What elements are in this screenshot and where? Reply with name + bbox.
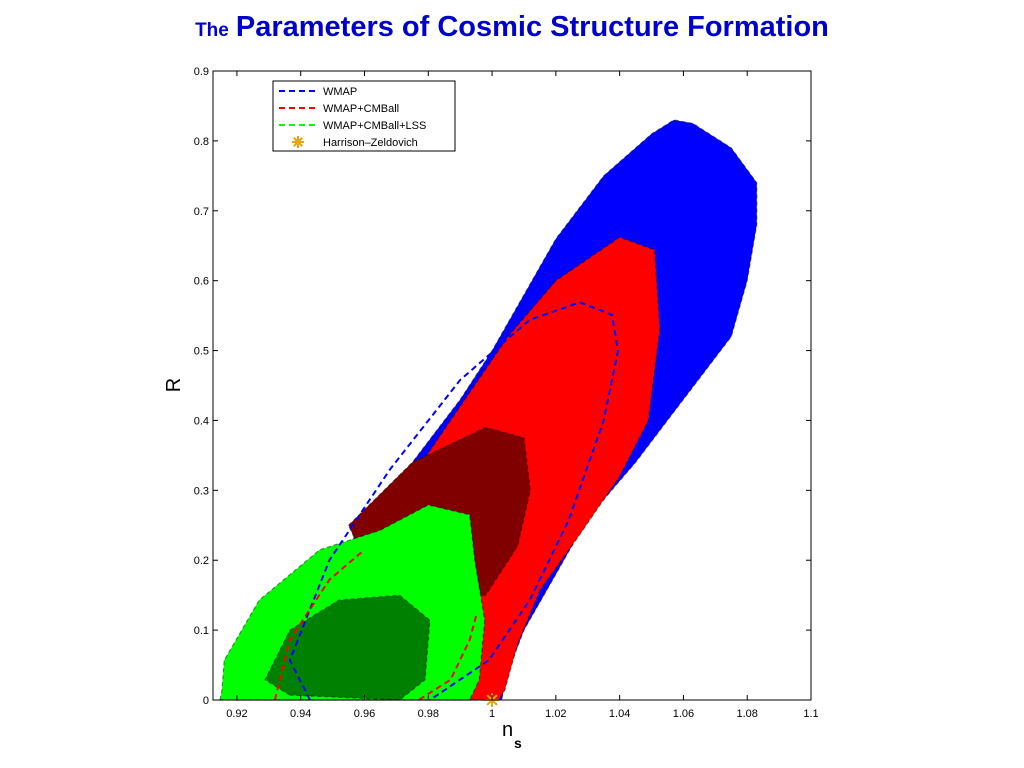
legend-label: WMAP+CMBall+LSS (323, 120, 426, 132)
y-tick-label: 0.1 (194, 625, 209, 637)
x-tick-label: 1.1 (803, 708, 818, 720)
legend: WMAP WMAP+CMBall WMAP+CMBall+LSS Harrison–Z… (272, 80, 456, 152)
confidence-region (264, 594, 431, 701)
x-tick-label: 1.04 (609, 708, 630, 720)
confidence-contour (273, 548, 478, 701)
legend-label: Harrison–Zeldovich (323, 137, 418, 149)
x-tick-label: 1.02 (545, 708, 566, 720)
confidence-contour (223, 674, 241, 701)
x-tick-label: 0.96 (354, 708, 375, 720)
y-tick-label: 0.4 (194, 415, 209, 427)
legend-label: WMAP (323, 86, 357, 98)
x-axis-label-subscript: s (514, 735, 522, 751)
y-tick-label: 0.9 (194, 66, 209, 78)
x-tick-label: 1.06 (673, 708, 694, 720)
title-prefix: The (195, 20, 229, 41)
marker (292, 136, 304, 148)
x-tick-label: 1 (489, 708, 495, 720)
x-tick-label: 0.94 (290, 708, 311, 720)
chart-title: The Parameters of Cosmic Structure Format… (195, 11, 829, 43)
x-tick-label: 0.98 (418, 708, 439, 720)
confidence-contour (288, 301, 620, 701)
y-tick-label: 0.6 (194, 276, 209, 288)
legend-box (272, 80, 456, 152)
y-tick-label: 0 (203, 695, 209, 707)
x-tick-label: 1.08 (737, 708, 758, 720)
title-main: Parameters of Cosmic Structure Formation (236, 11, 829, 43)
y-tick-label: 0.8 (194, 136, 209, 148)
y-tick-label: 0.3 (194, 485, 209, 497)
y-tick-label: 0.2 (194, 555, 209, 567)
y-axis-label: R (163, 378, 185, 392)
y-tick-label: 0.7 (194, 206, 209, 218)
y-tick-label: 0.5 (194, 346, 209, 358)
plot-frame (212, 70, 812, 701)
x-tick-label: 0.92 (226, 708, 247, 720)
x-axis-label: n (502, 719, 513, 741)
plot-area: 0.92 0.94 0.96 0.98 1 1.02 1.04 1.06 1.08 1.1 0 0.1… (194, 66, 819, 720)
legend-label: WMAP+CMBall (323, 103, 399, 115)
marker-stroke (293, 137, 303, 147)
